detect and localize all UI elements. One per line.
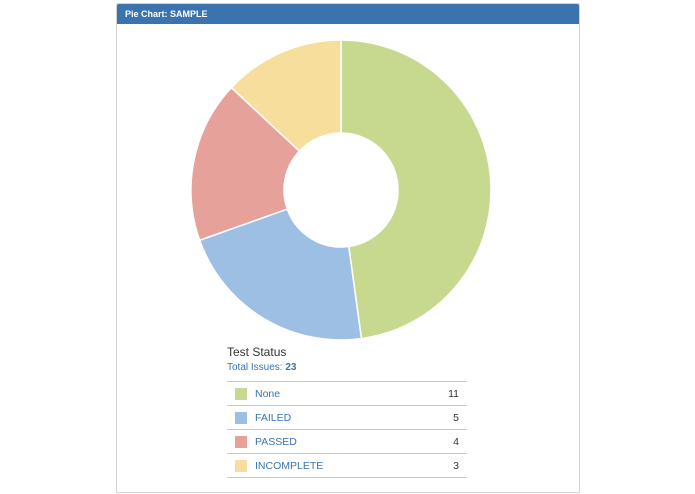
legend-item-passed[interactable]: PASSED 4: [227, 429, 467, 453]
slice-passed[interactable]: [190, 86, 301, 242]
slice-none[interactable]: [340, 39, 492, 340]
legend-item-incomplete[interactable]: INCOMPLETE 3: [227, 453, 467, 478]
color-swatch: [235, 387, 247, 400]
color-swatch: [235, 411, 247, 424]
legend-item-none[interactable]: None 11: [227, 381, 467, 405]
legend-title: Test Status: [227, 345, 287, 359]
legend-item-failed[interactable]: FAILED 5: [227, 405, 467, 429]
donut-chart: [190, 39, 492, 341]
color-swatch: [235, 435, 247, 448]
color-swatch: [235, 459, 247, 472]
pie-chart-panel: Pie Chart: SAMPLE Test Status Total Issu…: [116, 3, 580, 493]
total-issues: Total Issues: 23: [227, 362, 297, 373]
slice-incomplete[interactable]: [230, 39, 342, 153]
legend: Test Status Total Issues: 23 None 11 FAIL…: [227, 345, 467, 478]
slice-failed[interactable]: [198, 208, 363, 341]
total-issues-count: 23: [285, 362, 297, 373]
panel-title: Pie Chart: SAMPLE: [117, 4, 579, 24]
